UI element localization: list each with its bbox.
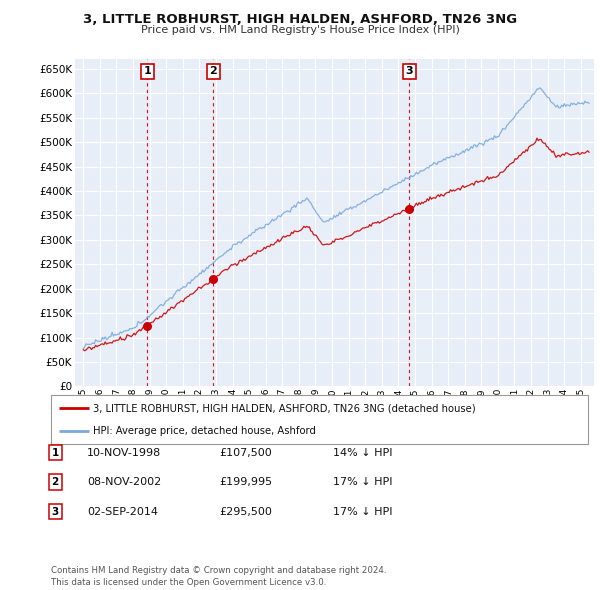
Text: £107,500: £107,500 (219, 448, 272, 457)
Text: 17% ↓ HPI: 17% ↓ HPI (333, 507, 392, 516)
Text: £295,500: £295,500 (219, 507, 272, 516)
Text: 3: 3 (52, 507, 59, 516)
Text: 10-NOV-1998: 10-NOV-1998 (87, 448, 161, 457)
Text: 17% ↓ HPI: 17% ↓ HPI (333, 477, 392, 487)
Text: 3, LITTLE ROBHURST, HIGH HALDEN, ASHFORD, TN26 3NG (detached house): 3, LITTLE ROBHURST, HIGH HALDEN, ASHFORD… (93, 404, 476, 414)
Text: Price paid vs. HM Land Registry's House Price Index (HPI): Price paid vs. HM Land Registry's House … (140, 25, 460, 35)
Text: 1: 1 (52, 448, 59, 457)
Text: 2: 2 (209, 67, 217, 77)
Text: Contains HM Land Registry data © Crown copyright and database right 2024.
This d: Contains HM Land Registry data © Crown c… (51, 566, 386, 587)
Text: £199,995: £199,995 (219, 477, 272, 487)
Text: 3, LITTLE ROBHURST, HIGH HALDEN, ASHFORD, TN26 3NG: 3, LITTLE ROBHURST, HIGH HALDEN, ASHFORD… (83, 13, 517, 26)
Text: 1: 1 (143, 67, 151, 77)
Text: 2: 2 (52, 477, 59, 487)
Text: HPI: Average price, detached house, Ashford: HPI: Average price, detached house, Ashf… (93, 425, 316, 435)
Text: 14% ↓ HPI: 14% ↓ HPI (333, 448, 392, 457)
Text: 08-NOV-2002: 08-NOV-2002 (87, 477, 161, 487)
Text: 02-SEP-2014: 02-SEP-2014 (87, 507, 158, 516)
Text: 3: 3 (406, 67, 413, 77)
